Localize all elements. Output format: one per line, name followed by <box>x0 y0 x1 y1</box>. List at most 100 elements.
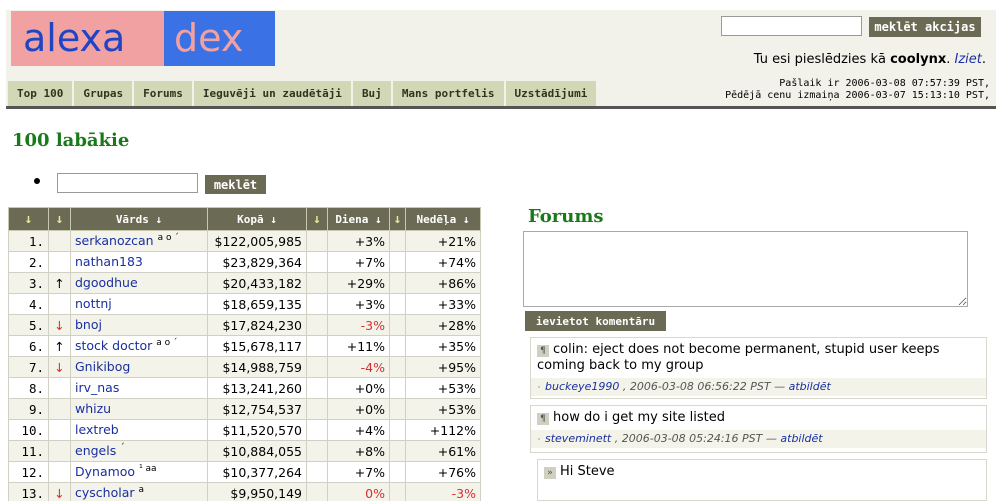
day-change-cell: -4% <box>327 356 390 378</box>
user-link[interactable]: nottnj <box>75 296 112 312</box>
move-arrow-icon <box>48 398 71 420</box>
total-cell: $10,377,264 <box>207 461 307 483</box>
username: coolynx <box>890 52 947 67</box>
user-link[interactable]: Dynamoo <box>75 464 136 480</box>
user-search-button[interactable]: meklēt <box>205 175 266 194</box>
move-arrow-icon: ↓ <box>48 314 71 336</box>
user-link[interactable]: engels <box>75 443 117 459</box>
user-link[interactable]: irv_nas <box>75 380 120 396</box>
rank-cell: 1. <box>8 230 49 252</box>
table-row: 5. ↓ bnoj $17,824,230 -3% +28% <box>8 314 481 336</box>
table-row: 4. nottnj $18,659,135 +3% +33% <box>8 293 481 315</box>
user-name-cell[interactable]: dgoodhue <box>70 272 208 294</box>
move-arrow-icon: ↓ <box>48 356 71 378</box>
day-change-cell: +8% <box>327 440 390 462</box>
paragraph-icon: ¶ <box>537 345 549 357</box>
reply-link[interactable]: atbildēt <box>780 432 823 445</box>
spacer-cell <box>306 377 328 399</box>
tab-gainers-losers[interactable]: Ieguvēji un zaudētāji <box>193 81 351 106</box>
week-change-cell: +28% <box>405 314 481 336</box>
tab-groups[interactable]: Grupas <box>74 81 133 106</box>
move-arrow-icon <box>48 230 71 252</box>
post-author[interactable]: buckeye1990 <box>545 380 620 393</box>
reply-link[interactable]: atbildēt <box>788 380 831 393</box>
total-cell: $20,433,182 <box>207 272 307 294</box>
move-arrow-icon <box>48 377 71 399</box>
user-link[interactable]: bnoj <box>75 317 102 333</box>
tab-settings[interactable]: Uzstādījumi <box>505 81 597 106</box>
table-row: 12. Dynamoo ¹ aa $10,377,264 +7% +76% <box>8 461 481 483</box>
table-row: 13. ↓ cyscholar a $9,950,149 0% -3% <box>8 482 481 501</box>
sort-arrow-icon: ↓ <box>313 211 321 227</box>
user-name-cell[interactable]: Dynamoo ¹ aa <box>70 461 208 483</box>
user-search-input[interactable] <box>57 173 198 193</box>
user-link[interactable]: nathan183 <box>75 254 143 270</box>
sort-name-header[interactable]: Vārds ↓ <box>70 207 208 231</box>
sort-arrow-icon: ↓ <box>55 211 64 227</box>
site-logo[interactable]: alexa dex <box>11 11 275 66</box>
user-link[interactable]: cyscholar <box>75 485 135 501</box>
logged-prefix: Tu esi pieslēdzies kā <box>753 52 886 67</box>
user-name-cell[interactable]: whizu <box>70 398 208 420</box>
login-status: Tu esi pieslēdzies kā coolynx. Iziet. <box>753 52 986 67</box>
post-author[interactable]: steveminett <box>545 432 612 445</box>
user-link[interactable]: dgoodhue <box>75 275 138 291</box>
user-name-cell[interactable]: engels ´ <box>70 440 208 462</box>
user-link[interactable]: whizu <box>75 401 112 417</box>
sort-rank-header[interactable]: ↓ <box>8 207 49 231</box>
tab-top100[interactable]: Top 100 <box>8 81 73 106</box>
spacer-cell <box>389 461 406 483</box>
logout-link[interactable]: Iziet <box>954 52 982 67</box>
total-cell: $13,241,260 <box>207 377 307 399</box>
sort-total-header[interactable]: Kopā ↓ <box>207 207 307 231</box>
move-arrow-icon <box>48 293 71 315</box>
user-name-cell[interactable]: bnoj <box>70 314 208 336</box>
user-link[interactable]: lextreb <box>75 422 119 438</box>
sort-day-header[interactable]: Diena ↓ <box>327 207 390 231</box>
user-name-cell[interactable]: nottnj <box>70 293 208 315</box>
user-link[interactable]: stock doctor <box>75 338 153 354</box>
user-name-cell[interactable]: irv_nas <box>70 377 208 399</box>
week-change-cell: +53% <box>405 398 481 420</box>
sort-day-move-header[interactable]: ↓ <box>306 207 328 231</box>
spacer-cell <box>306 398 328 420</box>
user-name-cell[interactable]: Gnikibog <box>70 356 208 378</box>
post-comment-button[interactable]: ievietot komentāru <box>525 311 666 331</box>
comment-textarea[interactable] <box>523 231 968 307</box>
tab-buj[interactable]: Buj <box>352 81 391 106</box>
forum-post: ¶ how do i get my site listed · steveminet… <box>530 405 987 453</box>
tab-forums[interactable]: Forums <box>134 81 192 106</box>
forum-post: ¶ colin: eject does not become permanent,… <box>530 337 987 399</box>
sort-week-header[interactable]: Nedēļa ↓ <box>405 207 481 231</box>
reply-arrow-icon: » <box>544 467 556 479</box>
table-row: 1. serkanozcan a o ´ $122,005,985 +3% +21% <box>8 230 481 252</box>
week-change-cell: +86% <box>405 272 481 294</box>
user-link[interactable]: Gnikibog <box>75 359 131 375</box>
user-name-cell[interactable]: cyscholar a <box>70 482 208 501</box>
spacer-cell <box>306 482 328 501</box>
sort-move-header[interactable]: ↓ <box>48 207 71 231</box>
spacer-cell <box>306 356 328 378</box>
sort-arrow-icon: ↓ <box>393 211 402 227</box>
user-name-cell[interactable]: stock doctor a o ´ <box>70 335 208 357</box>
table-row: 2. nathan183 $23,829,364 +7% +74% <box>8 251 481 273</box>
move-arrow-icon: ↑ <box>48 272 71 294</box>
forums-title: Forums <box>528 206 604 227</box>
spacer-cell <box>389 419 406 441</box>
spacer-cell <box>389 482 406 501</box>
rank-cell: 12. <box>8 461 49 483</box>
user-name-cell[interactable]: lextreb <box>70 419 208 441</box>
user-link[interactable]: serkanozcan <box>75 233 154 249</box>
sort-week-move-header[interactable]: ↓ <box>389 207 406 231</box>
stock-search-button[interactable]: meklēt akcijas <box>869 17 981 37</box>
week-change-cell: +21% <box>405 230 481 252</box>
day-change-cell: +29% <box>327 272 390 294</box>
stock-search-input[interactable] <box>721 16 862 36</box>
user-name-cell[interactable]: serkanozcan a o ´ <box>70 230 208 252</box>
tab-portfolio[interactable]: Mans portfelis <box>392 81 504 106</box>
day-change-cell: +0% <box>327 398 390 420</box>
move-arrow-icon: ↓ <box>48 482 71 501</box>
user-name-cell[interactable]: nathan183 <box>70 251 208 273</box>
spacer-cell <box>306 314 328 336</box>
total-cell: $11,520,570 <box>207 419 307 441</box>
